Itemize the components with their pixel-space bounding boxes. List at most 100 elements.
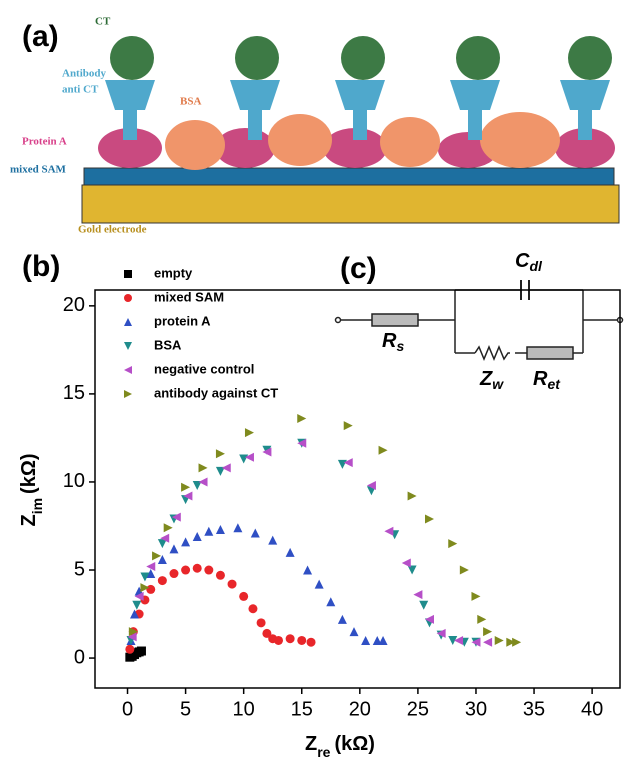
legend-label: mixed SAM: [154, 289, 224, 304]
data-point: [297, 635, 307, 645]
y-axis-label: Zim (kΩ): [18, 453, 44, 526]
ret-label: Ret: [533, 368, 561, 391]
x-label-main: Z: [305, 733, 317, 755]
data-point: [248, 604, 258, 614]
sam-layer: [83, 167, 615, 186]
data-point: [157, 554, 167, 564]
x-tick-label: 10: [233, 698, 255, 720]
data-point: [157, 576, 167, 586]
data-point: [378, 445, 388, 455]
data-point: [250, 528, 260, 538]
plot-frame: [94, 289, 621, 689]
data-point: [306, 637, 316, 647]
data-point: [413, 590, 423, 600]
data-point: [366, 480, 376, 490]
protein-a-label: Protein A: [22, 136, 67, 148]
rs-main: R: [382, 330, 397, 352]
data-point: [477, 614, 487, 624]
sam-label: mixed SAM: [10, 164, 67, 176]
resistor: [371, 313, 419, 327]
data-point: [125, 644, 135, 654]
legend-marker: [124, 318, 132, 326]
legend-marker: [124, 390, 132, 398]
schematic: (a) CT Antibody anti CT BSA Protein A mi…: [10, 16, 620, 236]
ct-layer: [110, 36, 612, 80]
y-tick-label: 10: [63, 470, 85, 492]
data-point: [221, 463, 231, 473]
data-point: [146, 569, 156, 579]
data-point: [192, 532, 202, 542]
data-point: [181, 565, 191, 575]
data-point: [233, 523, 243, 533]
data-point: [181, 482, 191, 492]
ct-label: CT: [95, 16, 111, 28]
data-point: [198, 463, 208, 473]
gold-label: Gold electrode: [78, 224, 147, 236]
warburg: [474, 345, 510, 361]
data-point: [303, 565, 313, 575]
y-label-main: Z: [18, 514, 40, 526]
data-point: [378, 635, 388, 645]
data-point: [454, 635, 464, 645]
legend-label: protein A: [154, 313, 211, 328]
data-point: [140, 572, 150, 582]
data-point: [215, 570, 225, 580]
y-label-sub: im: [29, 498, 45, 514]
data-point: [337, 614, 347, 624]
legend-marker: [124, 270, 132, 278]
cdl-sub: dl: [529, 258, 543, 274]
data-point: [204, 565, 214, 575]
circuit: (c) Cdl Rs Zw Ret: [334, 250, 624, 392]
data-point: [448, 539, 458, 549]
y-tick-label: 0: [74, 646, 85, 668]
x-tick-label: 5: [180, 698, 191, 720]
ret-main: R: [533, 368, 548, 390]
data-point: [459, 565, 469, 575]
data-point: [448, 635, 458, 645]
x-label-sub: re: [317, 744, 330, 760]
legend-label: antibody against CT: [154, 385, 278, 400]
data-point: [134, 591, 144, 601]
y-tick-label: 5: [74, 558, 85, 580]
x-tick-label: 0: [122, 698, 133, 720]
ret-sub: et: [547, 376, 561, 392]
data-point: [192, 480, 202, 490]
data-point: [215, 466, 225, 476]
zw-label: Zw: [479, 368, 504, 391]
data-point: [136, 646, 146, 656]
data-point: [227, 579, 237, 589]
data-point: [384, 526, 394, 536]
y-tick-label: 15: [63, 382, 85, 404]
cdl-main: C: [515, 250, 530, 272]
data-point: [419, 600, 429, 610]
antibody-label: Antibody: [62, 68, 107, 80]
data-point: [407, 565, 417, 575]
legend-label: empty: [154, 265, 193, 280]
legend-marker: [124, 366, 132, 374]
data-point: [268, 535, 278, 545]
data-point: [169, 569, 179, 579]
x-tick-label: 40: [581, 698, 603, 720]
data-point: [239, 454, 249, 464]
data-point: [285, 547, 295, 557]
bsa-label: BSA: [180, 96, 201, 108]
data-point: [297, 438, 307, 448]
data-point: [204, 526, 214, 536]
terminal: [334, 316, 342, 324]
x-label-unit: (kΩ): [334, 733, 374, 755]
data-point: [471, 591, 481, 601]
data-point: [494, 635, 504, 645]
cdl-label: Cdl: [515, 250, 543, 273]
data-point: [146, 561, 156, 571]
x-tick-label: 35: [523, 698, 545, 720]
data-point: [171, 512, 181, 522]
legend-label: BSA: [154, 337, 182, 352]
data-point: [181, 537, 191, 547]
panel-label: (a): [22, 20, 59, 53]
data-point: [215, 525, 225, 535]
data-point: [160, 533, 170, 543]
data-point: [244, 452, 254, 462]
data-point: [483, 627, 493, 637]
rs-label: Rs: [382, 330, 404, 353]
